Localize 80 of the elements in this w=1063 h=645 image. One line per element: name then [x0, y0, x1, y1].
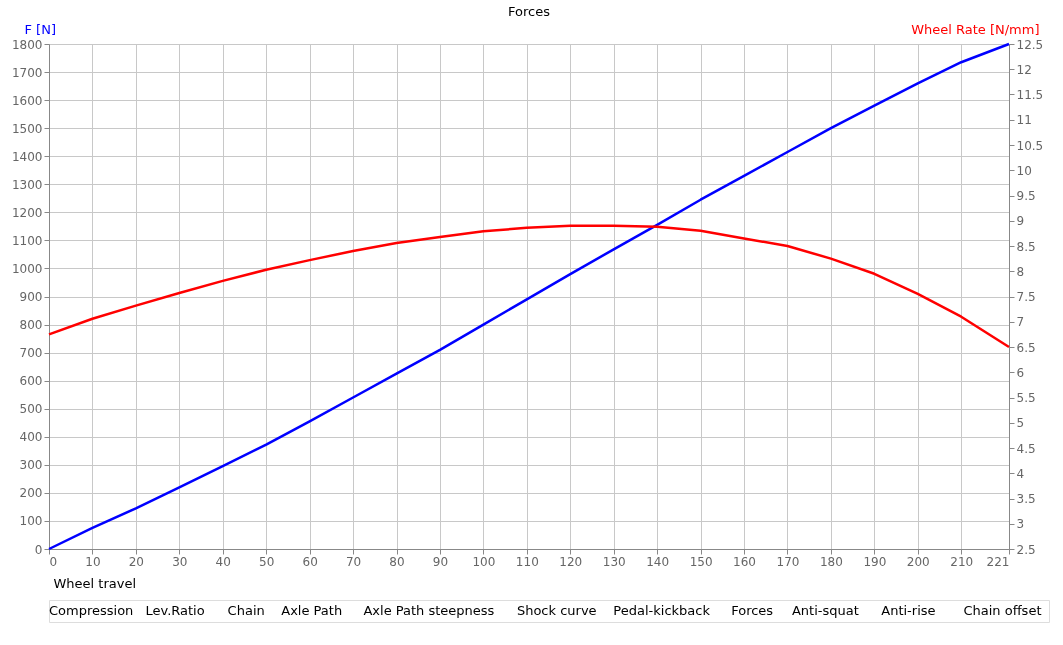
- y2-tick-label: 4: [1016, 466, 1025, 481]
- x-tick-label: 60: [302, 554, 318, 569]
- text: Anti-squat: [791, 603, 859, 618]
- y-tick-label: 1600: [11, 93, 43, 108]
- y2-tick-label: 3.5: [1016, 492, 1036, 506]
- x-tick-label: 90: [432, 554, 449, 569]
- y2-tick-label: 5: [1016, 416, 1025, 431]
- y2-tick-label: 12: [1016, 62, 1032, 77]
- y-tick-label: 1500: [11, 121, 43, 136]
- x-tick-label: 20: [128, 554, 145, 569]
- y-tick-label: 800: [19, 318, 43, 333]
- x-tick-label: 210: [950, 554, 974, 569]
- x-tick-label: 0: [49, 554, 58, 569]
- text: Forces: [731, 603, 774, 618]
- x-tick-label: 190: [863, 554, 887, 569]
- y2-tick-label: 6: [1016, 365, 1025, 380]
- x-tick-label: 200: [906, 554, 930, 569]
- line-series: [47, 224, 1011, 349]
- x-tick-label: 180: [819, 554, 843, 569]
- y2-tick-label: 6.5: [1016, 340, 1036, 355]
- y-tick-label: 500: [19, 402, 43, 417]
- y2-tick-label: 8: [1016, 264, 1025, 279]
- y-tick-label: 1400: [11, 149, 43, 164]
- text: Axle Path steepness: [363, 603, 495, 618]
- text: Pedal-kickback: [613, 603, 711, 618]
- x-tick-label: 80: [389, 554, 405, 569]
- y-tick-label: 200: [19, 486, 43, 501]
- x-axis-title: Wheel travel: [53, 575, 137, 591]
- y-tick-label: 600: [19, 374, 43, 389]
- x-tick-label: 110: [515, 554, 539, 569]
- y2-tick-label: 11: [1016, 113, 1032, 128]
- y-tick-label: 1800: [11, 37, 43, 52]
- y2-axis-title: Wheel Rate [N/mm]: [911, 21, 1040, 37]
- x-tick-label: 30: [172, 554, 188, 569]
- x-tick-label: 70: [345, 554, 362, 569]
- x-tick-label: 170: [776, 554, 800, 569]
- text: Anti-rise: [881, 603, 936, 618]
- y-tick-label: 1200: [11, 205, 43, 220]
- x-tick-label: 100: [472, 554, 496, 569]
- x-tick-label: 150: [689, 554, 713, 569]
- y2-tick-label: 5.5: [1016, 391, 1036, 405]
- line-series: [47, 42, 1011, 551]
- y2-tick-label: 2.5: [1016, 542, 1036, 557]
- text: Shock curve: [516, 603, 597, 618]
- y-tick-label: 300: [19, 458, 43, 473]
- chart-title: Forces: [508, 4, 551, 19]
- y2-tick-label: 4.5: [1016, 441, 1036, 456]
- y2-tick-label: 10.5: [1016, 138, 1044, 153]
- y-tick-label: 400: [19, 430, 43, 445]
- y2-tick-label: 9: [1016, 214, 1025, 229]
- text: Chain offset: [963, 603, 1042, 618]
- y-tick-label: 100: [19, 514, 43, 529]
- y2-tick-label: 3: [1016, 517, 1025, 532]
- x-tick-label: 120: [559, 554, 583, 569]
- text: Lev.Ratio: [145, 603, 205, 618]
- x-tick-label: 50: [259, 554, 275, 569]
- y-tick-label: 1100: [11, 233, 43, 248]
- y2-tick-label: 11.5: [1016, 88, 1044, 102]
- y-tick-label: 1000: [11, 261, 43, 276]
- y2-tick-label: 12.5: [1016, 37, 1044, 52]
- y2-tick-label: 8.5: [1016, 239, 1036, 254]
- y2-tick-label: 7.5: [1016, 290, 1036, 304]
- text: Chain: [227, 603, 265, 618]
- y2-tick-label: 9.5: [1016, 189, 1036, 203]
- x-tick-label: 140: [646, 554, 670, 569]
- text: Axle Path: [281, 603, 343, 618]
- y2-tick-label: 10: [1016, 163, 1032, 178]
- y-tick-label: 1300: [11, 177, 43, 192]
- y-tick-label: 900: [19, 290, 43, 304]
- x-tick-label: 160: [733, 554, 756, 569]
- x-tick-label: 221: [986, 554, 1010, 569]
- x-tick-label: 40: [215, 554, 231, 569]
- y-axis-title: F [N]: [24, 21, 56, 37]
- x-tick-label: 130: [602, 554, 626, 569]
- text: Compression: [49, 603, 134, 618]
- y-tick-label: 700: [19, 346, 43, 361]
- x-tick-label: 10: [85, 554, 101, 569]
- y2-tick-label: 7: [1016, 315, 1025, 330]
- y-tick-label: 0: [34, 542, 43, 557]
- y-tick-label: 1700: [11, 65, 43, 80]
